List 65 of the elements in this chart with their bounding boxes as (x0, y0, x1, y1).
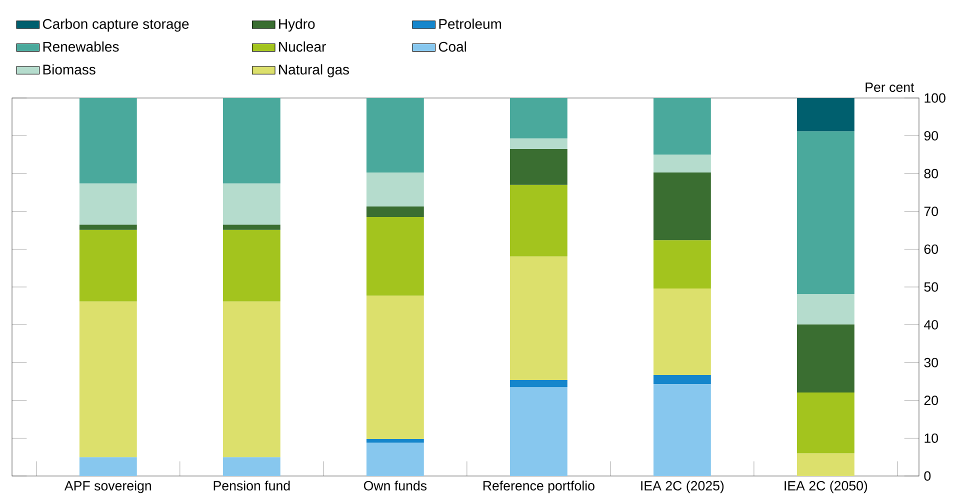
legend-label: Biomass (43, 64, 96, 75)
x-tick-label: Pension fund (214, 480, 290, 491)
x-tick-label: Reference portfolio (483, 480, 594, 494)
y-tick-label: 30 (924, 358, 938, 368)
y-tick-label: 90 (924, 131, 938, 141)
bar (510, 138, 568, 150)
bar (79, 302, 137, 458)
legend-label: Coal (438, 42, 466, 52)
legend-label: Petroleum (439, 18, 502, 30)
bar (797, 131, 854, 294)
bar (797, 324, 854, 393)
bar (653, 375, 711, 384)
y-tick-label: 50 (924, 282, 938, 292)
bar (510, 256, 568, 380)
bar (653, 288, 711, 376)
y-axis-title: Per cent (866, 82, 914, 92)
x-tick-label: IEA 2C (2025) (641, 480, 724, 494)
bar (510, 149, 568, 186)
bar (797, 392, 854, 454)
bar (510, 380, 568, 388)
bar (510, 98, 568, 139)
y-tick-label: 0 (924, 471, 931, 481)
legend-label: Natural gas (279, 64, 349, 78)
bar (222, 302, 280, 458)
x-tick-label: APF sovereign (64, 480, 151, 494)
bar (79, 224, 137, 230)
y-tick-label: 70 (924, 206, 938, 216)
bar (653, 384, 711, 476)
bar (222, 230, 280, 302)
y-tick-label: 80 (924, 169, 938, 179)
bar (366, 439, 424, 443)
bar (653, 240, 711, 289)
legend-label: Hydro (279, 18, 315, 32)
bar (366, 172, 424, 207)
bar (79, 184, 137, 225)
y-tick-label: 100 (924, 93, 946, 103)
y-tick-label: 10 (924, 434, 938, 444)
x-tick-label: IEA 2C (2050) (784, 480, 868, 494)
bar (79, 230, 137, 302)
bar (222, 457, 280, 476)
bar (510, 185, 568, 257)
bar (366, 217, 424, 296)
bar (366, 98, 424, 173)
y-tick-label: 60 (924, 244, 938, 254)
bar (510, 387, 568, 476)
bar (222, 184, 280, 225)
legend-label: Nuclear (279, 42, 326, 52)
x-tick-label: Own funds (364, 480, 427, 491)
bar (653, 172, 711, 240)
bar (366, 442, 424, 476)
bar (79, 457, 137, 476)
legend-label: Carbon capture storage (42, 18, 189, 32)
bar (222, 98, 280, 184)
bar (797, 454, 854, 476)
y-tick-label: 40 (924, 320, 938, 330)
bar (222, 224, 280, 230)
bar (366, 206, 424, 218)
bar (79, 98, 137, 184)
bar (653, 98, 711, 155)
bar (797, 294, 854, 325)
legend-label: Renewables (43, 42, 119, 52)
bar (653, 154, 711, 173)
bar (797, 98, 854, 132)
bar (366, 296, 424, 440)
y-tick-label: 20 (924, 396, 938, 406)
